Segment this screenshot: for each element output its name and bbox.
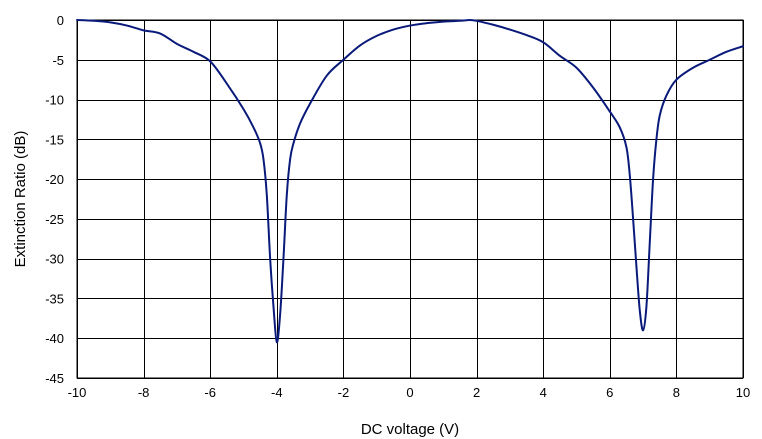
series-line-0 [76, 19, 744, 344]
y-tick-label: -30 [45, 252, 64, 267]
y-tick-label: -25 [45, 212, 64, 227]
y-tick-label: -40 [45, 331, 64, 346]
y-axis-title: Extinction Ratio (dB) [12, 131, 29, 268]
x-tick-label: 0 [406, 385, 413, 400]
y-tick-label: -5 [52, 53, 64, 68]
x-tick-label: -4 [271, 385, 283, 400]
series-group [76, 19, 744, 344]
x-tick-label: 4 [540, 385, 547, 400]
x-axis-tick-labels: -10 -8 -6 -4 -2 0 2 4 6 8 10 [68, 385, 751, 400]
x-tick-label: 8 [673, 385, 680, 400]
y-tick-label: -45 [45, 371, 64, 386]
x-tick-label: 10 [736, 385, 750, 400]
y-tick-label: -35 [45, 291, 64, 306]
y-axis-tick-labels: 0 -5 -10 -15 -20 -25 -30 -35 -40 -45 [45, 13, 64, 386]
x-tick-label: -6 [204, 385, 216, 400]
y-tick-label: 0 [57, 13, 64, 28]
grid [77, 20, 744, 379]
x-axis-title: DC voltage (V) [361, 421, 459, 438]
y-tick-label: -20 [45, 172, 64, 187]
x-tick-label: -10 [68, 385, 87, 400]
x-tick-label: 2 [473, 385, 480, 400]
x-tick-label: -8 [138, 385, 150, 400]
plot-frame [76, 19, 744, 379]
y-tick-label: -15 [45, 132, 64, 147]
x-tick-label: 6 [606, 385, 613, 400]
y-tick-label: -10 [45, 93, 64, 108]
x-tick-label: -2 [338, 385, 350, 400]
